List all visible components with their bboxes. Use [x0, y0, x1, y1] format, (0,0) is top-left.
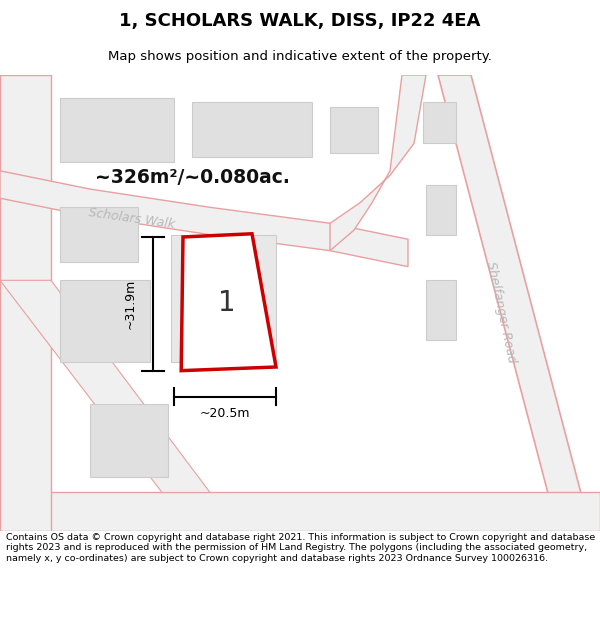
Polygon shape: [90, 404, 168, 476]
Polygon shape: [60, 208, 138, 262]
Polygon shape: [330, 75, 426, 251]
Polygon shape: [0, 280, 210, 492]
Polygon shape: [330, 107, 378, 152]
Polygon shape: [192, 102, 312, 157]
Text: Map shows position and indicative extent of the property.: Map shows position and indicative extent…: [108, 50, 492, 62]
Text: ~326m²/~0.080ac.: ~326m²/~0.080ac.: [95, 168, 289, 187]
Polygon shape: [60, 98, 174, 162]
Polygon shape: [171, 234, 276, 362]
Polygon shape: [181, 234, 276, 371]
Text: 1, SCHOLARS WALK, DISS, IP22 4EA: 1, SCHOLARS WALK, DISS, IP22 4EA: [119, 12, 481, 30]
Bar: [0, 492, 600, 531]
Text: Scholars Walk: Scholars Walk: [88, 206, 176, 231]
Text: ~20.5m: ~20.5m: [200, 408, 250, 421]
Polygon shape: [60, 280, 150, 362]
Text: Contains OS data © Crown copyright and database right 2021. This information is : Contains OS data © Crown copyright and d…: [6, 533, 595, 563]
Text: ~31.9m: ~31.9m: [124, 279, 137, 329]
Bar: [0, 75, 51, 531]
Polygon shape: [423, 102, 456, 143]
Polygon shape: [438, 75, 591, 531]
Text: 1: 1: [218, 289, 236, 317]
Polygon shape: [0, 171, 408, 267]
Polygon shape: [426, 280, 456, 339]
Polygon shape: [426, 184, 456, 234]
Text: Shelfanger Road: Shelfanger Road: [484, 261, 518, 364]
